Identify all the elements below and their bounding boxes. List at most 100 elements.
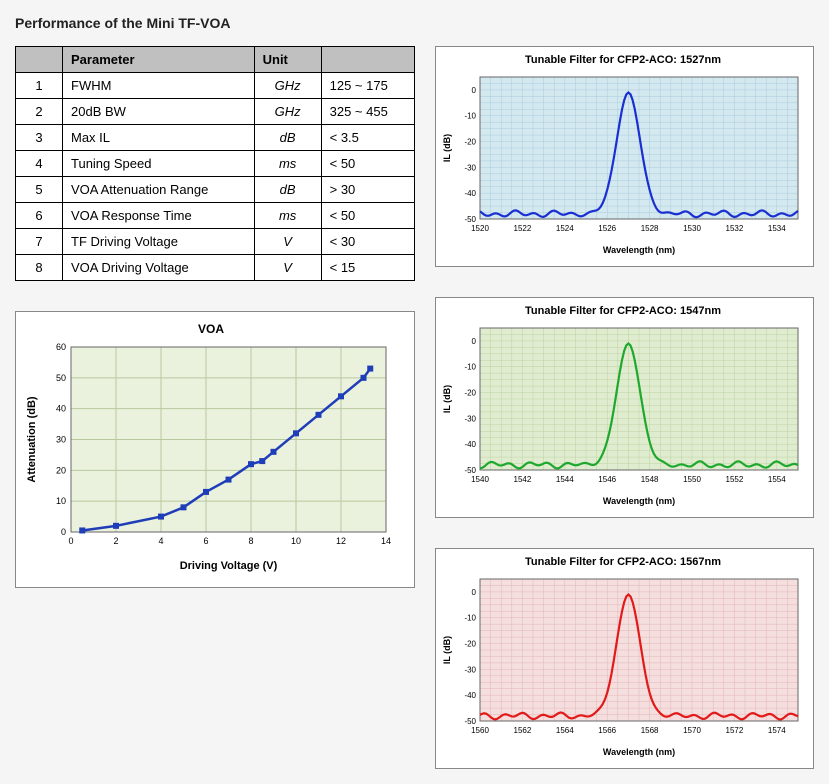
x-tick: 0 [68, 536, 73, 546]
x-tick: 1530 [683, 224, 701, 233]
performance-table: ParameterUnit 1FWHMGHz125 ~ 175220dB BWG… [15, 46, 415, 281]
x-tick: 6 [203, 536, 208, 546]
y-tick: -50 [464, 717, 476, 726]
right-column: Tunable Filter for CFP2-ACO: 1527nm15201… [435, 46, 814, 769]
y-tick: -30 [464, 414, 476, 423]
filter-chart-box: Tunable Filter for CFP2-ACO: 1547nm15401… [435, 297, 814, 518]
voa-chart: VOA024681012140102030405060Driving Volta… [21, 317, 401, 577]
table-cell: ms [254, 203, 321, 229]
filter-chart-box: Tunable Filter for CFP2-ACO: 1567nm15601… [435, 548, 814, 769]
y-tick: 50 [56, 373, 66, 383]
table-cell: < 50 [321, 203, 414, 229]
x-tick: 1566 [598, 726, 616, 735]
x-tick: 1528 [641, 224, 659, 233]
table-header: Parameter [63, 47, 255, 73]
filter-chart-box: Tunable Filter for CFP2-ACO: 1527nm15201… [435, 46, 814, 267]
x-label: Wavelength (nm) [603, 245, 675, 255]
y-tick: -20 [464, 138, 476, 147]
table-cell: 125 ~ 175 [321, 73, 414, 99]
table-row: 5VOA Attenuation RangedB> 30 [16, 177, 415, 203]
data-marker [181, 504, 187, 510]
chart-title: Tunable Filter for CFP2-ACO: 1547nm [525, 305, 721, 317]
data-marker [361, 375, 367, 381]
y-label: IL (dB) [442, 134, 452, 162]
chart-title: Tunable Filter for CFP2-ACO: 1527nm [525, 54, 721, 66]
table-cell: Max IL [63, 125, 255, 151]
filter-chart: Tunable Filter for CFP2-ACO: 1567nm15601… [438, 551, 808, 761]
x-tick: 1564 [556, 726, 574, 735]
table-cell: FWHM [63, 73, 255, 99]
x-tick: 1546 [598, 475, 616, 484]
y-tick: 0 [472, 337, 477, 346]
y-tick: -10 [464, 363, 476, 372]
voa-chart-box: VOA024681012140102030405060Driving Volta… [15, 311, 415, 588]
main-container: ParameterUnit 1FWHMGHz125 ~ 175220dB BWG… [15, 46, 814, 769]
table-cell: dB [254, 177, 321, 203]
data-marker [367, 366, 373, 372]
table-cell: 325 ~ 455 [321, 99, 414, 125]
table-cell: TF Driving Voltage [63, 229, 255, 255]
table-cell: 2 [16, 99, 63, 125]
filter-chart: Tunable Filter for CFP2-ACO: 1527nm15201… [438, 49, 808, 259]
table-cell: VOA Attenuation Range [63, 177, 255, 203]
table-row: 3Max ILdB< 3.5 [16, 125, 415, 151]
page-title: Performance of the Mini TF-VOA [15, 15, 814, 31]
data-marker [113, 523, 119, 529]
x-tick: 14 [381, 536, 391, 546]
data-marker [293, 430, 299, 436]
table-header: Unit [254, 47, 321, 73]
data-marker [158, 514, 164, 520]
x-tick: 1526 [598, 224, 616, 233]
x-tick: 1552 [726, 475, 744, 484]
y-label: IL (dB) [442, 636, 452, 664]
x-tick: 1522 [514, 224, 532, 233]
y-tick: -20 [464, 640, 476, 649]
data-marker [259, 458, 265, 464]
table-row: 8VOA Driving VoltageV< 15 [16, 255, 415, 281]
table-row: 7TF Driving VoltageV< 30 [16, 229, 415, 255]
y-tick: -10 [464, 112, 476, 121]
x-tick: 1544 [556, 475, 574, 484]
table-cell: 3 [16, 125, 63, 151]
y-tick: 30 [56, 435, 66, 445]
x-tick: 1562 [514, 726, 532, 735]
y-tick: 0 [472, 588, 477, 597]
table-cell: 7 [16, 229, 63, 255]
y-label: Attenuation (dB) [26, 396, 38, 482]
table-cell: > 30 [321, 177, 414, 203]
x-label: Wavelength (nm) [603, 496, 675, 506]
filter-chart: Tunable Filter for CFP2-ACO: 1547nm15401… [438, 300, 808, 510]
table-cell: GHz [254, 99, 321, 125]
table-cell: GHz [254, 73, 321, 99]
chart-title: VOA [198, 322, 224, 336]
y-tick: -50 [464, 466, 476, 475]
table-cell: VOA Response Time [63, 203, 255, 229]
table-cell: 20dB BW [63, 99, 255, 125]
table-cell: 1 [16, 73, 63, 99]
table-cell: < 50 [321, 151, 414, 177]
x-tick: 2 [113, 536, 118, 546]
y-tick: -40 [464, 189, 476, 198]
y-tick: -50 [464, 215, 476, 224]
x-label: Driving Voltage (V) [180, 560, 278, 572]
x-tick: 1548 [641, 475, 659, 484]
table-cell: ms [254, 151, 321, 177]
data-marker [338, 393, 344, 399]
table-header [16, 47, 63, 73]
left-column: ParameterUnit 1FWHMGHz125 ~ 175220dB BWG… [15, 46, 415, 769]
x-tick: 1560 [471, 726, 489, 735]
x-tick: 1570 [683, 726, 701, 735]
x-tick: 1574 [768, 726, 786, 735]
table-cell: < 15 [321, 255, 414, 281]
x-tick: 1554 [768, 475, 786, 484]
data-marker [226, 477, 232, 483]
x-tick: 1524 [556, 224, 574, 233]
x-tick: 1572 [726, 726, 744, 735]
data-marker [316, 412, 322, 418]
x-tick: 1542 [514, 475, 532, 484]
data-marker [248, 461, 254, 467]
y-tick: 0 [61, 527, 66, 537]
x-tick: 4 [158, 536, 163, 546]
table-row: 220dB BWGHz325 ~ 455 [16, 99, 415, 125]
y-tick: 60 [56, 342, 66, 352]
